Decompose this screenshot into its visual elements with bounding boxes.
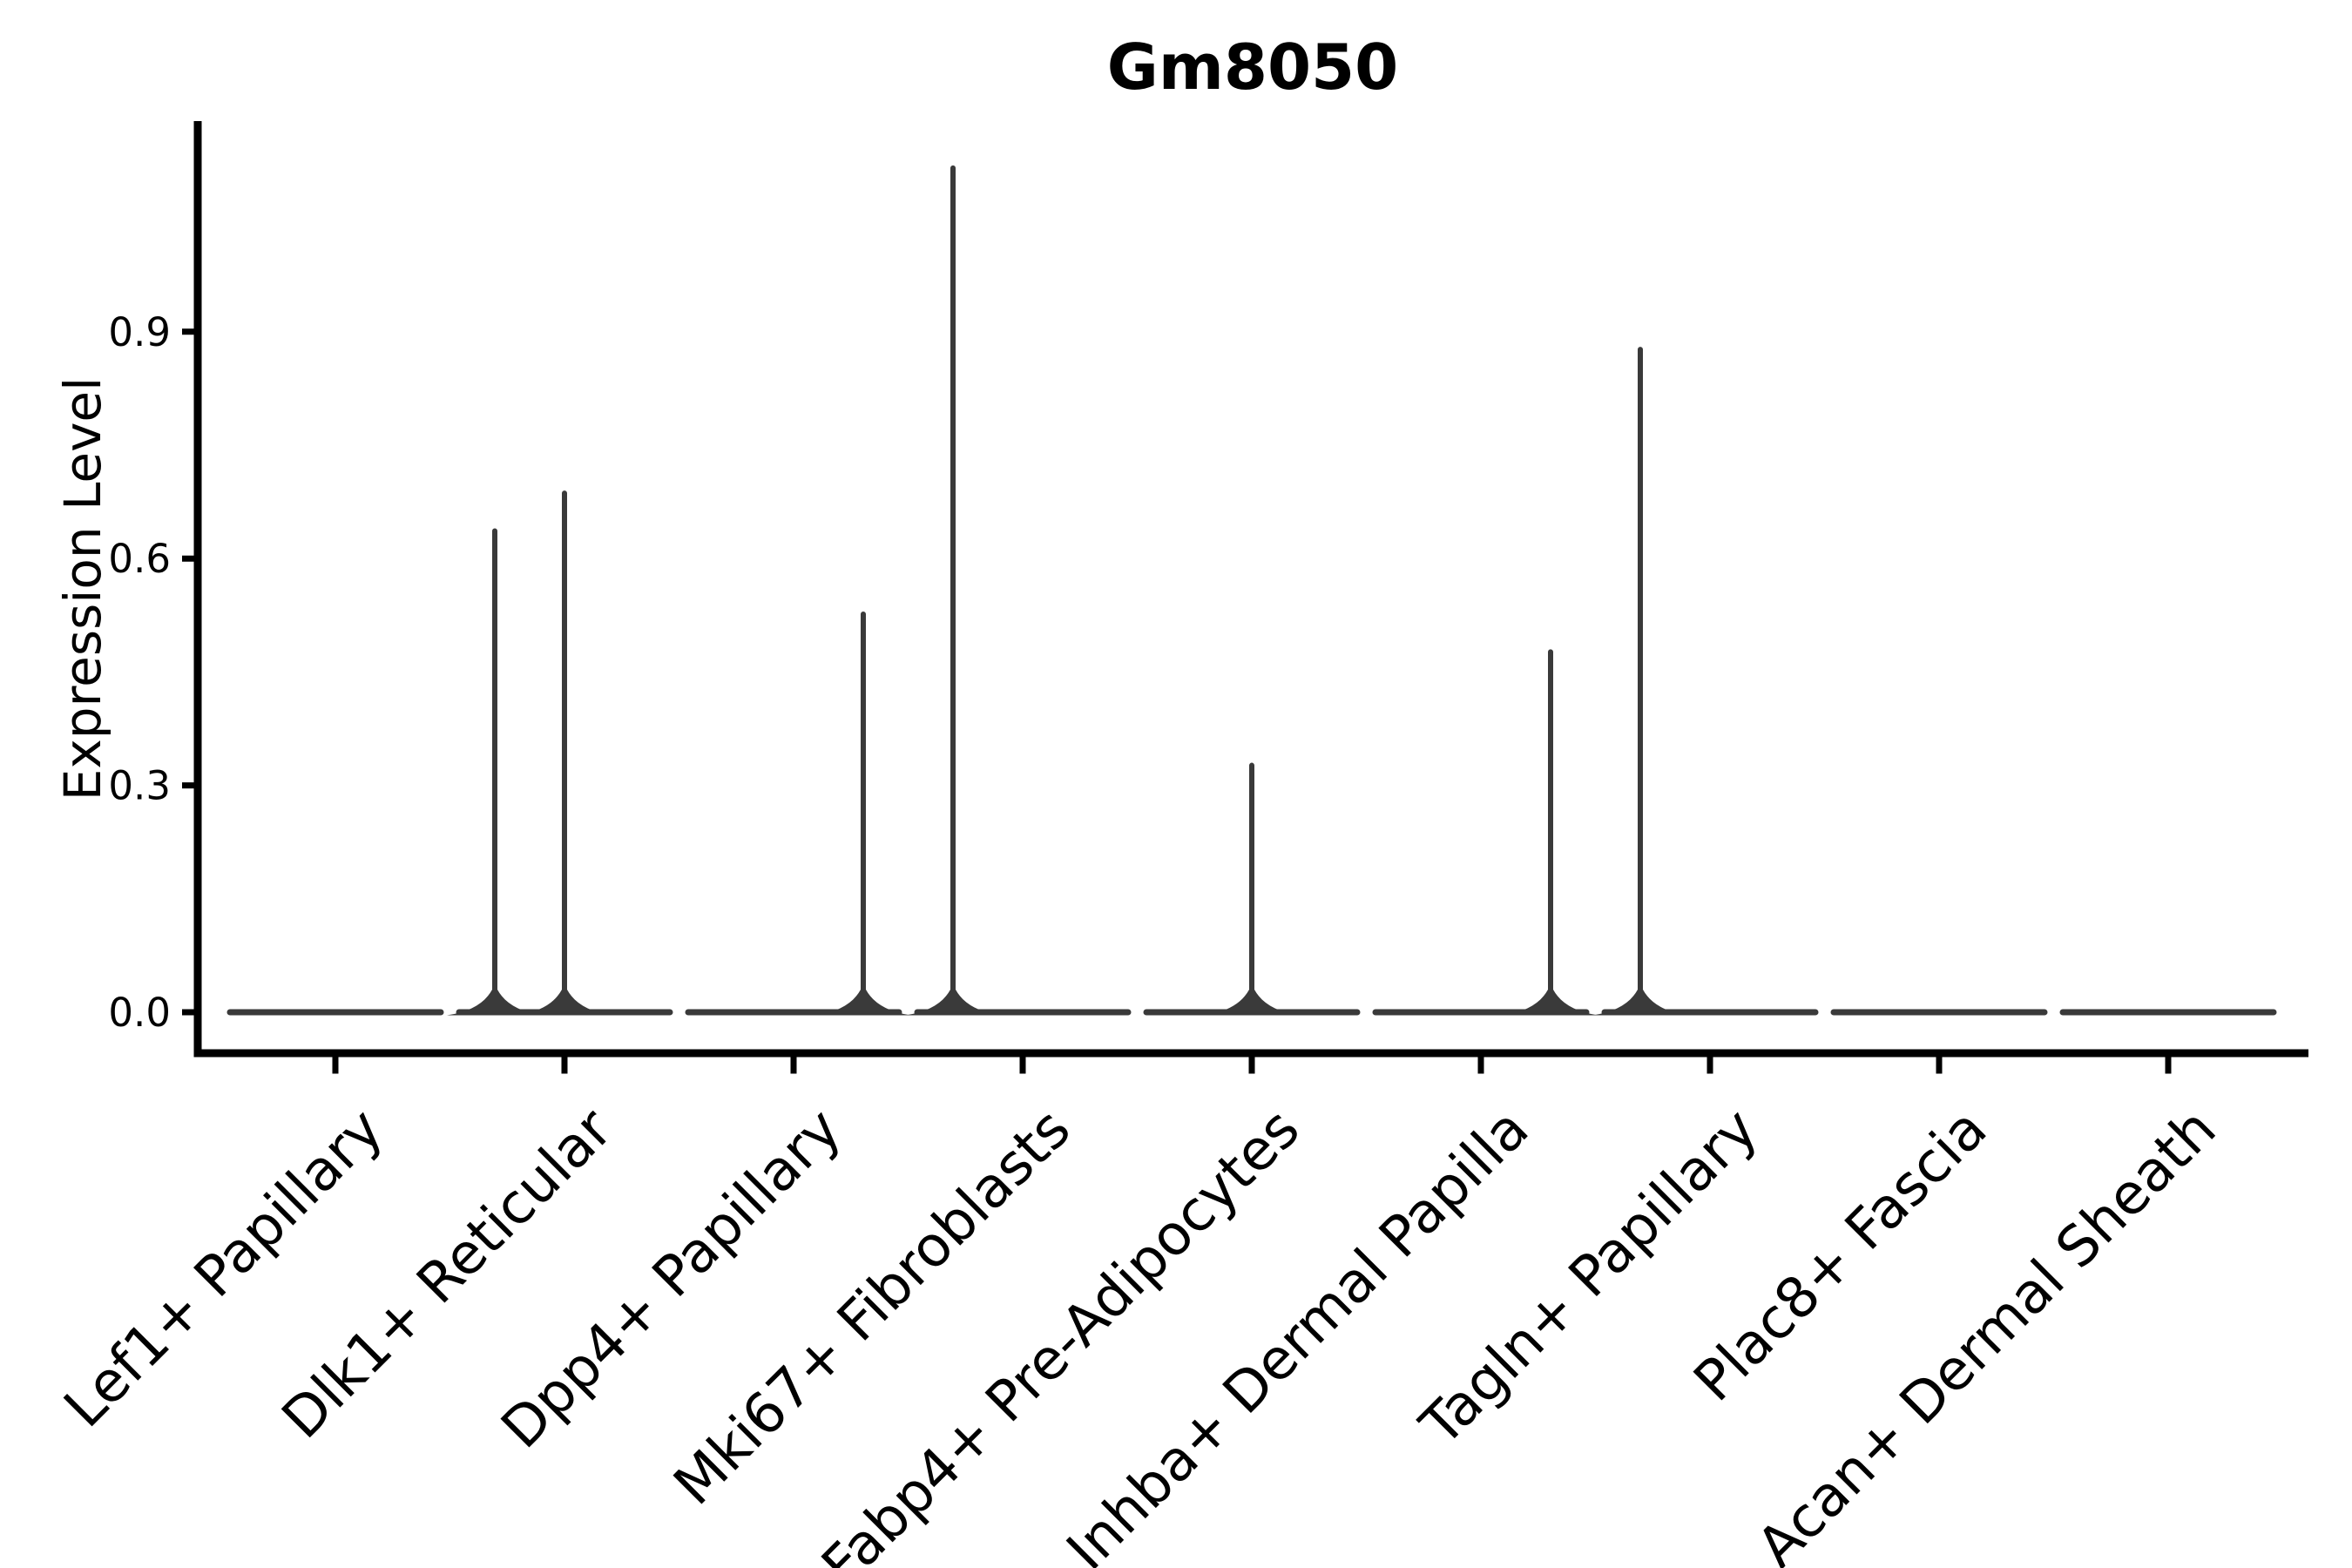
axes-layer: [182, 121, 2308, 1074]
violin-spike: [447, 528, 543, 1016]
y-tick-label: 0.0: [108, 990, 171, 1036]
violin-spike: [815, 611, 911, 1016]
violins-layer: [226, 165, 2277, 1016]
y-axis-label: Expression Level: [53, 377, 112, 801]
violin-spike: [1592, 347, 1688, 1016]
x-tick-label: Acan+ Dermal Sheath: [1746, 1097, 2229, 1568]
y-tick-label: 0.3: [108, 763, 171, 809]
violin-spike: [905, 165, 1001, 1016]
x-tick-label: Mki67+ Fibroblasts: [662, 1097, 1083, 1517]
violin-spike: [1204, 762, 1300, 1016]
x-tick-label: Inhba+ Dermal Papilla: [1055, 1097, 1541, 1568]
y-tick-label: 0.9: [108, 309, 171, 355]
chart-title: Gm8050: [1107, 30, 1399, 104]
y-tick-label: 0.6: [108, 536, 171, 582]
violin-spike: [1503, 649, 1598, 1016]
violin-spike: [517, 490, 612, 1016]
